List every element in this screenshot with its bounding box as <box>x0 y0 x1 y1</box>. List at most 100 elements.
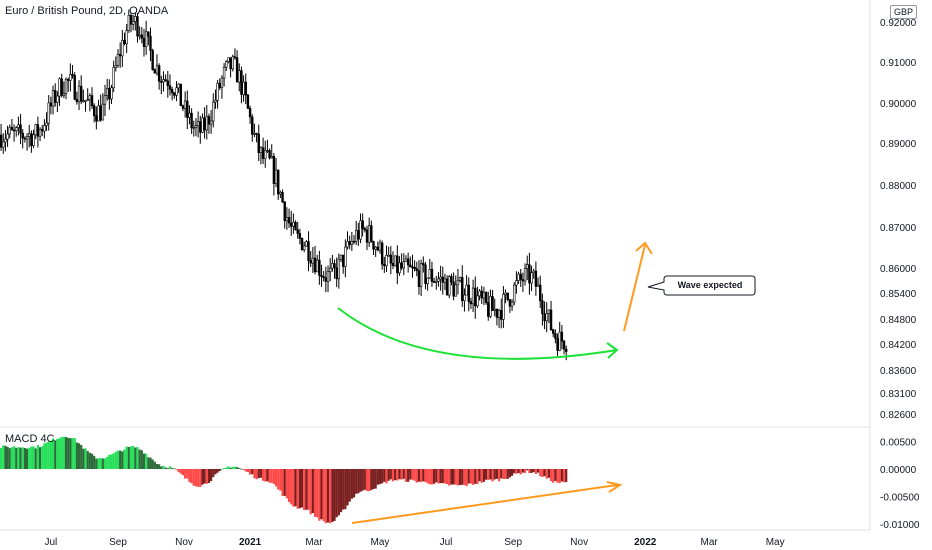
candle-body <box>552 329 555 334</box>
macd-bar <box>240 468 243 470</box>
macd-bar <box>38 447 42 469</box>
candle-body <box>495 308 499 318</box>
candle-body <box>30 133 33 147</box>
candle-body <box>452 281 455 297</box>
price-axis[interactable]: 0.92000 0.91000 0.90000 0.89000 0.88000 0.870… <box>880 18 917 421</box>
candle-body <box>147 31 150 37</box>
macd-bar <box>160 466 163 469</box>
macd-bar <box>452 469 455 485</box>
macd-bar <box>23 448 26 469</box>
macd-bar <box>123 449 126 469</box>
candle-body <box>303 245 306 251</box>
candle-body <box>365 229 369 243</box>
time-axis[interactable]: Jul Sep Nov 2021 Mar May Jul Sep Nov 2022 Mar May <box>44 537 784 548</box>
candle-body <box>290 222 293 227</box>
candle-body <box>138 34 141 37</box>
candle-body <box>357 230 360 240</box>
macd-bar <box>257 469 260 479</box>
candle-body <box>320 275 323 278</box>
candle-body <box>88 95 92 100</box>
time-tick-label: Nov <box>570 537 588 548</box>
macd-bar <box>164 467 167 469</box>
macd-bar <box>264 469 267 482</box>
macd-bar <box>331 469 334 523</box>
macd-bar <box>261 469 265 481</box>
candle-body <box>248 108 252 118</box>
candle-body <box>97 105 100 122</box>
candle-body <box>504 292 507 295</box>
macd-bar <box>64 436 68 469</box>
candle-body <box>517 273 520 281</box>
candle-body <box>543 313 546 322</box>
currency-badge[interactable]: GBP <box>890 5 918 19</box>
candle-body <box>209 120 213 125</box>
candle-body <box>242 81 245 95</box>
candle-body <box>77 85 81 103</box>
macd-bar <box>482 469 486 482</box>
macd-bar <box>459 469 462 486</box>
candle-body <box>463 294 466 302</box>
candle-body <box>411 266 414 269</box>
candle-body <box>510 301 514 307</box>
macd-bar <box>179 469 182 474</box>
candle-body <box>112 67 115 88</box>
candle-body <box>105 88 109 96</box>
candle-body <box>277 169 280 195</box>
macd-bar <box>277 469 280 490</box>
macd-bar <box>565 469 568 483</box>
macd-bar <box>560 469 563 482</box>
macd-bar <box>359 469 362 492</box>
macd-bar <box>216 469 219 473</box>
macd-bar <box>316 469 319 518</box>
macd-bar <box>192 469 195 486</box>
macd-bar <box>93 455 96 469</box>
candle-body <box>359 220 362 240</box>
candle-body <box>313 257 317 273</box>
candle-body <box>110 87 113 100</box>
candle-body <box>257 133 260 153</box>
macd-bar <box>342 469 345 510</box>
candle-body <box>188 112 191 118</box>
macd-bar <box>474 469 477 484</box>
macd-bar <box>235 467 239 469</box>
macd-bar <box>493 469 496 480</box>
macd-indicator-title: MACD 4C <box>5 433 55 445</box>
candle-body <box>352 240 356 243</box>
macd-bar <box>543 469 546 477</box>
macd-bar <box>67 437 70 469</box>
candle-body <box>19 124 22 134</box>
macd-bar <box>424 469 427 482</box>
macd-axis[interactable]: 0.00500 0.00000 -0.00500 -0.01000 <box>880 438 920 532</box>
macd-bar <box>203 469 206 484</box>
candle-body <box>562 340 566 350</box>
candle-body <box>309 260 312 264</box>
macd-bar <box>77 443 81 469</box>
time-tick-label: Jul <box>44 537 57 548</box>
wave-expected-callout[interactable]: Wave expected <box>677 280 743 290</box>
price-tick-label: 0.92000 <box>880 18 917 29</box>
macd-bar <box>47 441 50 469</box>
macd-bar <box>12 446 16 469</box>
macd-bar <box>32 446 35 469</box>
macd-bar <box>49 440 52 469</box>
candle-body <box>134 16 137 22</box>
candle-body <box>305 241 308 247</box>
candle-body <box>541 300 544 315</box>
candle-body <box>118 53 122 57</box>
candle-body <box>469 301 473 305</box>
candle-body <box>116 53 120 66</box>
callout-bubble <box>647 275 756 296</box>
macd-bar <box>495 469 499 479</box>
candle-body <box>125 30 128 45</box>
candle-body <box>523 268 527 282</box>
candle-body <box>363 228 367 231</box>
time-tick-label: Nov <box>175 537 193 548</box>
macd-bar <box>62 436 65 469</box>
candle-body <box>240 70 243 95</box>
candle-body <box>62 93 66 96</box>
candle-body <box>374 246 377 250</box>
macd-bar <box>391 469 395 482</box>
macd-bar <box>175 469 178 470</box>
macd-bar <box>433 469 436 484</box>
